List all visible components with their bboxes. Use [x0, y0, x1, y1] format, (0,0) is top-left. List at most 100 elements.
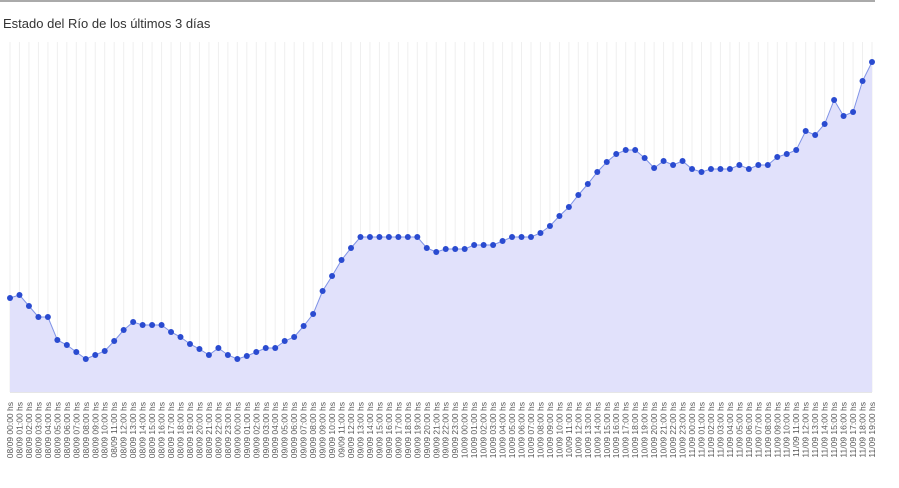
x-tick-label: 08/09 21:00 hs: [204, 402, 214, 458]
data-point: [205, 352, 212, 358]
x-tick-label: 10/09 11:00 hs: [564, 402, 574, 458]
data-point: [404, 234, 411, 240]
data-point: [850, 109, 857, 115]
data-point: [63, 342, 70, 348]
data-point: [54, 337, 61, 343]
x-tick-label: 10/09 00:00 hs: [460, 402, 470, 458]
x-tick-label: 08/09 03:00 hs: [33, 402, 43, 458]
x-tick-label: 09/09 10:00 hs: [327, 402, 337, 458]
x-tick-label: 09/09 17:00 hs: [393, 402, 403, 458]
data-point: [707, 166, 714, 172]
data-point: [130, 319, 137, 325]
area: [10, 62, 872, 392]
x-tick-label: 09/09 13:00 hs: [355, 402, 365, 458]
data-point: [821, 121, 828, 127]
x-tick-label: 09/09 07:00 hs: [299, 402, 309, 458]
x-tick-label: 08/09 01:00 hs: [14, 402, 24, 458]
x-tick-label: 11/09 19:00 hs: [867, 402, 877, 458]
x-tick-label: 08/09 22:00 hs: [213, 402, 223, 458]
data-point: [556, 213, 563, 219]
x-tick-label: 08/09 04:00 hs: [43, 402, 53, 458]
data-point: [224, 352, 231, 358]
data-point: [385, 234, 392, 240]
x-tick-label: 11/09 16:00 hs: [839, 402, 849, 458]
data-point: [509, 234, 516, 240]
data-point: [300, 323, 307, 329]
data-point: [177, 334, 184, 340]
x-tick-label: 11/09 09:00 hs: [772, 402, 782, 458]
data-point: [840, 113, 847, 119]
x-tick-label: 08/09 23:00 hs: [223, 402, 233, 458]
x-tick-label: 08/09 16:00 hs: [157, 402, 167, 458]
x-tick-label: 10/09 01:00 hs: [469, 402, 479, 458]
data-point: [82, 356, 89, 362]
data-point: [272, 345, 279, 351]
data-point: [442, 246, 449, 252]
data-point: [414, 234, 421, 240]
x-tick-label: 08/09 08:00 hs: [81, 402, 91, 458]
x-tick-label: 11/09 03:00 hs: [715, 402, 725, 458]
x-tick-label: 08/09 12:00 hs: [119, 402, 129, 458]
x-tick-label: 11/09 12:00 hs: [801, 402, 811, 458]
data-point: [120, 327, 127, 333]
x-tick-label: 09/09 06:00 hs: [289, 402, 299, 458]
data-point: [831, 97, 838, 103]
x-tick-label: 08/09 02:00 hs: [24, 402, 34, 458]
data-point: [613, 151, 620, 157]
data-point: [594, 169, 601, 175]
x-tick-label: 11/09 06:00 hs: [744, 402, 754, 458]
x-tick-label: 11/09 14:00 hs: [820, 402, 830, 458]
data-point: [527, 234, 534, 240]
x-tick-label: 08/09 11:00 hs: [109, 402, 119, 458]
data-point: [471, 242, 478, 248]
data-point: [452, 246, 459, 252]
x-tick-label: 11/09 13:00 hs: [810, 402, 820, 458]
data-point: [679, 158, 686, 164]
data-point: [281, 338, 288, 344]
data-point: [433, 249, 440, 255]
data-point: [215, 345, 222, 351]
x-tick-label: 10/09 16:00 hs: [611, 402, 621, 458]
data-point: [186, 341, 193, 347]
x-tick-label: 08/09 07:00 hs: [71, 402, 81, 458]
x-tick-label: 10/09 21:00 hs: [659, 402, 669, 458]
x-tick-label: 10/09 23:00 hs: [678, 402, 688, 458]
x-tick-label: 08/09 10:00 hs: [100, 402, 110, 458]
data-point: [537, 230, 544, 236]
data-point: [546, 223, 553, 229]
x-tick-label: 10/09 13:00 hs: [583, 402, 593, 458]
x-tick-label: 10/09 06:00 hs: [517, 402, 527, 458]
x-tick-label: 09/09 20:00 hs: [422, 402, 432, 458]
x-tick-label: 09/09 21:00 hs: [431, 402, 441, 458]
data-point: [651, 165, 658, 171]
x-tick-label: 09/09 16:00 hs: [384, 402, 394, 458]
data-point: [111, 338, 118, 344]
x-tick-label: 11/09 02:00 hs: [706, 402, 716, 458]
data-point: [395, 234, 402, 240]
data-point: [461, 246, 468, 252]
data-point: [641, 155, 648, 161]
x-tick-label: 08/09 18:00 hs: [176, 402, 186, 458]
x-tick-label: 09/09 08:00 hs: [308, 402, 318, 458]
data-point: [196, 346, 203, 352]
data-point: [348, 245, 355, 251]
data-point: [243, 353, 250, 359]
x-tick-label: 08/09 20:00 hs: [194, 402, 204, 458]
x-tick-label: 10/09 03:00 hs: [488, 402, 498, 458]
data-point: [717, 166, 724, 172]
x-tick-label: 10/09 20:00 hs: [649, 402, 659, 458]
x-tick-label: 10/09 22:00 hs: [668, 402, 678, 458]
x-tick-label: 10/09 08:00 hs: [535, 402, 545, 458]
x-tick-label: 09/09 04:00 hs: [270, 402, 280, 458]
x-tick-label: 08/09 17:00 hs: [166, 402, 176, 458]
data-point: [499, 238, 506, 244]
x-tick-label: 09/09 18:00 hs: [403, 402, 413, 458]
data-point: [783, 151, 790, 157]
data-point: [812, 132, 819, 138]
data-point: [793, 147, 800, 153]
data-point: [622, 147, 629, 153]
x-tick-label: 08/09 06:00 hs: [62, 402, 72, 458]
data-point: [698, 169, 705, 175]
data-point: [44, 314, 51, 320]
